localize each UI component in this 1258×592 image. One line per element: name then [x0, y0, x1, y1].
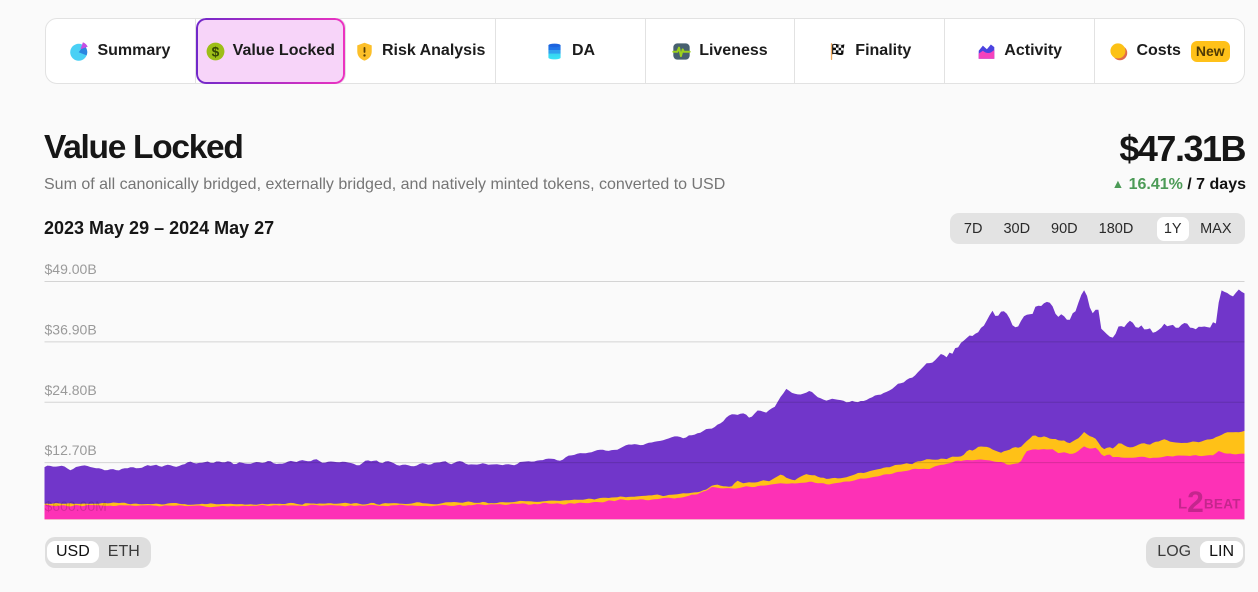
svg-text:$49.00B: $49.00B	[45, 261, 97, 277]
svg-text:$12.70B: $12.70B	[45, 442, 97, 458]
svg-text:$600.00M: $600.00M	[45, 498, 107, 514]
svg-text:$36.90B: $36.90B	[45, 321, 97, 337]
svg-text:$24.80B: $24.80B	[45, 382, 97, 398]
